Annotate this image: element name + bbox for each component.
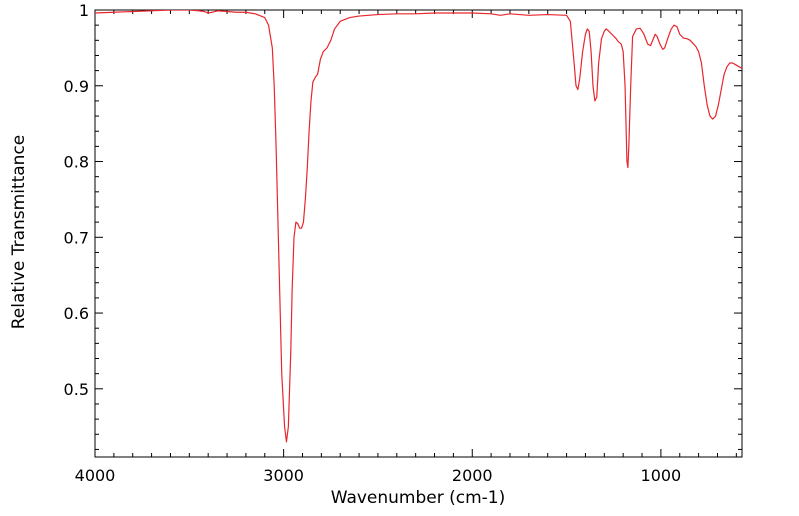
transmittance-line [95, 10, 742, 443]
plot-frame [94, 9, 743, 458]
spectrum-series [95, 10, 742, 443]
y-tick-label: 1 [79, 1, 89, 20]
y-tick-label: 0.8 [64, 153, 89, 172]
x-tick-label: 1000 [641, 466, 682, 485]
y-tick-label: 0.7 [64, 228, 89, 247]
y-axis-label: Relative Transmittance [9, 135, 29, 330]
x-tick-label: 3000 [263, 466, 304, 485]
y-tick-label: 0.6 [64, 304, 89, 323]
x-tick-label: 4000 [75, 466, 116, 485]
x-axis-label: Wavenumber (cm-1) [331, 488, 506, 508]
axis-ticks [94, 9, 742, 457]
y-tick-label: 0.9 [64, 77, 89, 96]
y-tick-label: 0.5 [64, 380, 89, 399]
x-tick-label: 2000 [452, 466, 493, 485]
axis-tick-labels: 4000 3000 2000 1000 0.5 0.6 0.7 0.8 0.9 1 [64, 1, 682, 485]
